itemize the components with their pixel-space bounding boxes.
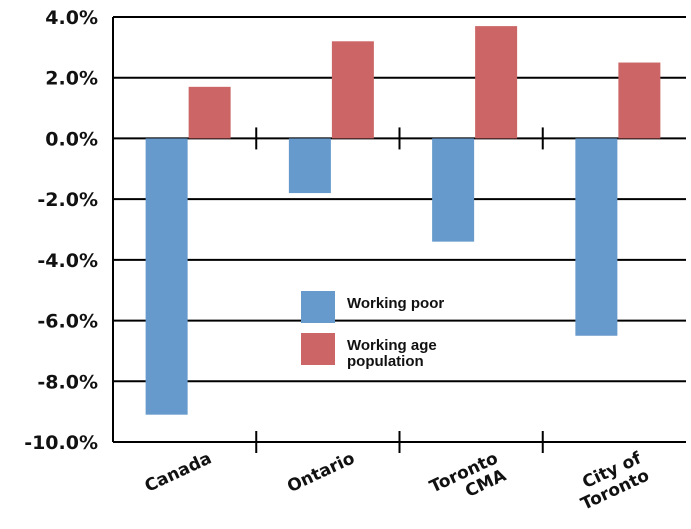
bar-working-poor	[145, 138, 188, 415]
axes	[112, 17, 686, 453]
bar-working-age-population	[188, 86, 231, 139]
bar-working-poor	[432, 138, 475, 242]
legend-label: Working poor	[347, 295, 444, 312]
bar-working-age-population	[475, 26, 518, 139]
bars	[145, 26, 661, 415]
y-tick-label: -4.0%	[37, 250, 98, 272]
y-tick-labels: 4.0% 2.0% 0.0% -2.0% -4.0% -6.0% -8.0% -10.0%	[24, 7, 98, 454]
x-category-label: TorontoCMA	[427, 448, 510, 515]
x-category-label: City ofToronto	[570, 448, 653, 514]
y-tick-label: -8.0%	[37, 371, 98, 393]
y-tick-label: -2.0%	[37, 189, 98, 211]
legend-swatch	[301, 333, 335, 365]
y-tick-label: 2.0%	[45, 68, 98, 90]
legend-label: Working age population	[347, 337, 437, 370]
y-tick-label: 4.0%	[45, 7, 98, 29]
bar-working-poor	[575, 138, 618, 336]
x-category-label: Ontario	[284, 448, 358, 497]
bar-working-age-population	[331, 41, 374, 139]
bar-working-poor	[288, 138, 331, 194]
x-tick-labels: Canada Ontario TorontoCMA City ofToronto	[142, 448, 653, 515]
legend: Working poor Working age population	[301, 291, 444, 370]
legend-swatch	[301, 291, 335, 323]
bar-working-age-population	[618, 62, 661, 139]
y-tick-label: 0.0%	[45, 128, 98, 150]
y-tick-label: -6.0%	[37, 311, 98, 333]
y-tick-label: -10.0%	[24, 432, 98, 454]
x-category-label: Canada	[142, 448, 215, 496]
